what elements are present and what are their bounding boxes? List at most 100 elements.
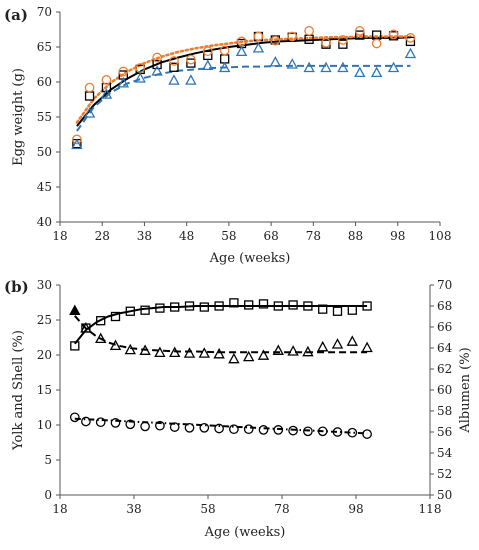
data-point-square bbox=[96, 316, 106, 326]
data-point-circle bbox=[118, 66, 129, 77]
data-point-triangle bbox=[218, 61, 231, 73]
data-point-triangle bbox=[71, 138, 83, 150]
data-point-triangle bbox=[169, 346, 181, 358]
panel-a-x-axis-label: Age (weeks) bbox=[209, 251, 291, 266]
data-point-triangle bbox=[404, 47, 417, 59]
x-tick-label: 18 bbox=[52, 502, 67, 516]
data-point-circle bbox=[321, 37, 331, 48]
data-point-square bbox=[347, 305, 357, 315]
series-triangle-fit-line bbox=[76, 64, 411, 132]
data-point-circle bbox=[371, 38, 382, 49]
data-point-square bbox=[84, 91, 95, 101]
x-tick-label: 118 bbox=[419, 502, 442, 516]
data-point-circle bbox=[199, 422, 210, 433]
data-point-triangle bbox=[346, 335, 358, 346]
data-point-square bbox=[318, 304, 328, 314]
x-tick-label: 108 bbox=[429, 229, 452, 243]
y-tick-label: 15 bbox=[37, 383, 52, 397]
data-point-triangle bbox=[198, 347, 210, 358]
y-tick-label: 10 bbox=[37, 418, 52, 432]
panel-b-y2-ticks: 50 52 54 56 58 60 62 64 66 68 70 bbox=[430, 278, 453, 502]
data-point-triangle bbox=[185, 74, 197, 85]
data-point-circle bbox=[155, 420, 165, 431]
data-point-circle bbox=[84, 82, 95, 93]
data-point-square bbox=[355, 30, 365, 40]
y2-tick-label: 68 bbox=[437, 299, 452, 313]
data-point-triangle bbox=[331, 338, 344, 349]
x-tick-label: 58 bbox=[200, 502, 215, 516]
y2-tick-label: 58 bbox=[437, 404, 452, 418]
data-point-circle bbox=[214, 423, 224, 434]
y2-tick-label: 62 bbox=[437, 362, 452, 376]
data-point-square bbox=[288, 300, 298, 310]
data-point-triangle bbox=[124, 343, 136, 355]
data-point-triangle bbox=[370, 66, 383, 78]
x-tick-label: 98 bbox=[348, 502, 363, 516]
data-point-square bbox=[332, 306, 343, 316]
data-point-circle bbox=[388, 29, 399, 40]
data-point-triangle bbox=[183, 347, 196, 358]
y2-tick-label: 64 bbox=[437, 341, 453, 355]
data-point-triangle bbox=[320, 61, 332, 73]
data-point-circle bbox=[202, 46, 213, 57]
data-point-square bbox=[184, 301, 195, 311]
data-point-circle bbox=[354, 26, 365, 36]
x-tick-label: 78 bbox=[274, 502, 289, 516]
data-point-triangle bbox=[287, 345, 299, 356]
data-point-square bbox=[125, 306, 135, 316]
panel-b-label: (b) bbox=[4, 278, 29, 296]
data-point-circle bbox=[110, 418, 121, 428]
data-point-triangle bbox=[269, 56, 282, 67]
data-point-circle bbox=[362, 429, 372, 439]
data-point-square bbox=[186, 58, 196, 68]
x-tick-label: 28 bbox=[95, 229, 110, 243]
data-point-circle bbox=[186, 54, 196, 65]
panel-b-y-ticks: 0 5 10 15 20 25 30 bbox=[37, 278, 60, 502]
data-point-square bbox=[258, 299, 269, 309]
panel-a-y-axis-label: Egg weight (g) bbox=[11, 68, 26, 166]
data-point-triangle bbox=[257, 349, 270, 360]
data-point-circle bbox=[169, 56, 179, 66]
data-point-circle bbox=[169, 422, 180, 432]
data-point-triangle bbox=[337, 61, 349, 73]
data-point-triangle bbox=[303, 61, 315, 73]
data-point-circle bbox=[95, 417, 106, 428]
y-tick-label: 0 bbox=[44, 488, 52, 502]
y-tick-label: 70 bbox=[37, 5, 52, 19]
data-point-square bbox=[170, 302, 180, 312]
y2-tick-label: 60 bbox=[437, 383, 452, 397]
panel-b-y-axis-label: Yolk and Shell (%) bbox=[11, 330, 26, 451]
data-point-circle bbox=[405, 33, 416, 43]
data-point-circle bbox=[288, 425, 298, 436]
data-point-triangle bbox=[154, 346, 166, 358]
data-point-square bbox=[110, 311, 121, 322]
data-point-circle bbox=[101, 75, 112, 85]
data-point-triangle bbox=[69, 304, 81, 316]
data-point-square bbox=[152, 59, 162, 70]
y-tick-label: 65 bbox=[37, 40, 52, 54]
data-point-circle bbox=[304, 26, 314, 36]
y-tick-label: 60 bbox=[37, 75, 52, 89]
x-tick-label: 38 bbox=[126, 502, 141, 516]
y-tick-label: 30 bbox=[37, 278, 52, 292]
y2-tick-label: 54 bbox=[437, 446, 453, 460]
data-point-circle bbox=[338, 35, 348, 45]
data-point-triangle bbox=[317, 340, 329, 352]
data-point-square bbox=[169, 62, 179, 72]
data-point-square bbox=[362, 301, 372, 311]
x-tick-label: 78 bbox=[306, 229, 321, 243]
data-point-triangle bbox=[100, 88, 113, 99]
data-point-square bbox=[140, 305, 150, 315]
data-point-triangle bbox=[228, 352, 240, 364]
panel-a-markers bbox=[71, 26, 417, 150]
y2-tick-label: 50 bbox=[437, 488, 452, 502]
x-tick-label: 38 bbox=[137, 229, 152, 243]
data-point-circle bbox=[125, 419, 136, 430]
data-point-circle bbox=[332, 427, 343, 437]
panel-a-label: (a) bbox=[4, 6, 28, 24]
data-point-square bbox=[203, 50, 213, 61]
data-point-circle bbox=[219, 45, 230, 56]
data-point-circle bbox=[273, 425, 284, 435]
data-point-circle bbox=[152, 52, 162, 63]
